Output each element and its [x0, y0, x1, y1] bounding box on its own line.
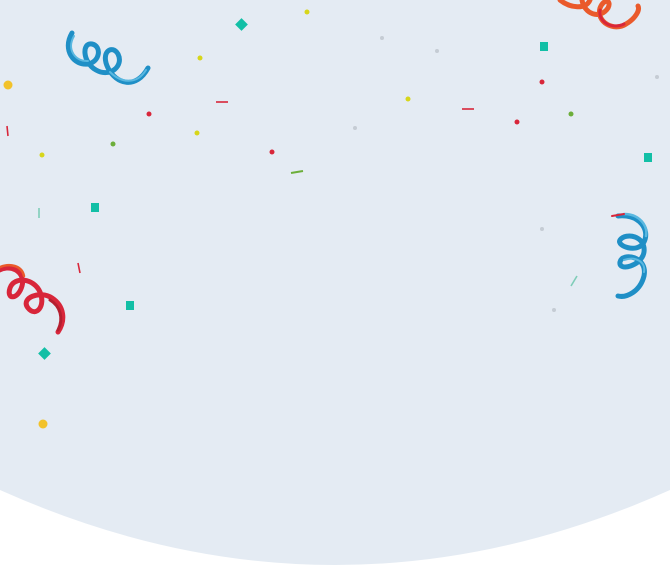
- gold-confetti-dot: [3, 80, 13, 90]
- teal-confetti-square: [91, 203, 99, 212]
- red-confetti-dot: [269, 149, 275, 155]
- teal-confetti-square: [540, 42, 548, 51]
- teal-confetti-square: [126, 301, 134, 310]
- red-confetti-dash: [6, 125, 9, 137]
- red-ribbon-left: [0, 264, 66, 335]
- blue-ribbon-right: [611, 212, 649, 299]
- teal-confetti-dash: [570, 275, 578, 287]
- teal-confetti-square: [644, 153, 652, 162]
- green-confetti-dot: [568, 111, 574, 117]
- yellow-confetti-dot: [39, 152, 45, 158]
- grey-confetti-dot: [435, 49, 439, 53]
- yellow-confetti-dot: [194, 130, 200, 136]
- blue-ribbon-top-left: [65, 30, 151, 85]
- gold-confetti-dot: [38, 419, 48, 429]
- grey-confetti-dot: [353, 126, 357, 130]
- red-ribbon-top-right: [557, 0, 641, 30]
- red-confetti-dash: [77, 262, 81, 274]
- grey-confetti-dot: [540, 227, 544, 231]
- teal-confetti-diamond: [235, 18, 248, 31]
- yellow-confetti-dot: [197, 55, 203, 61]
- teal-confetti-diamond: [38, 347, 51, 360]
- grey-confetti-dot: [655, 75, 659, 79]
- grey-confetti-dot: [380, 36, 384, 40]
- green-confetti-dash: [290, 170, 304, 174]
- yellow-confetti-dot: [405, 96, 411, 102]
- grey-confetti-dot: [552, 308, 556, 312]
- red-confetti-dot: [539, 79, 545, 85]
- red-confetti-dot: [146, 111, 152, 117]
- yellow-confetti-dot: [304, 9, 310, 15]
- green-confetti-dot: [110, 141, 116, 147]
- red-confetti-dot: [514, 119, 520, 125]
